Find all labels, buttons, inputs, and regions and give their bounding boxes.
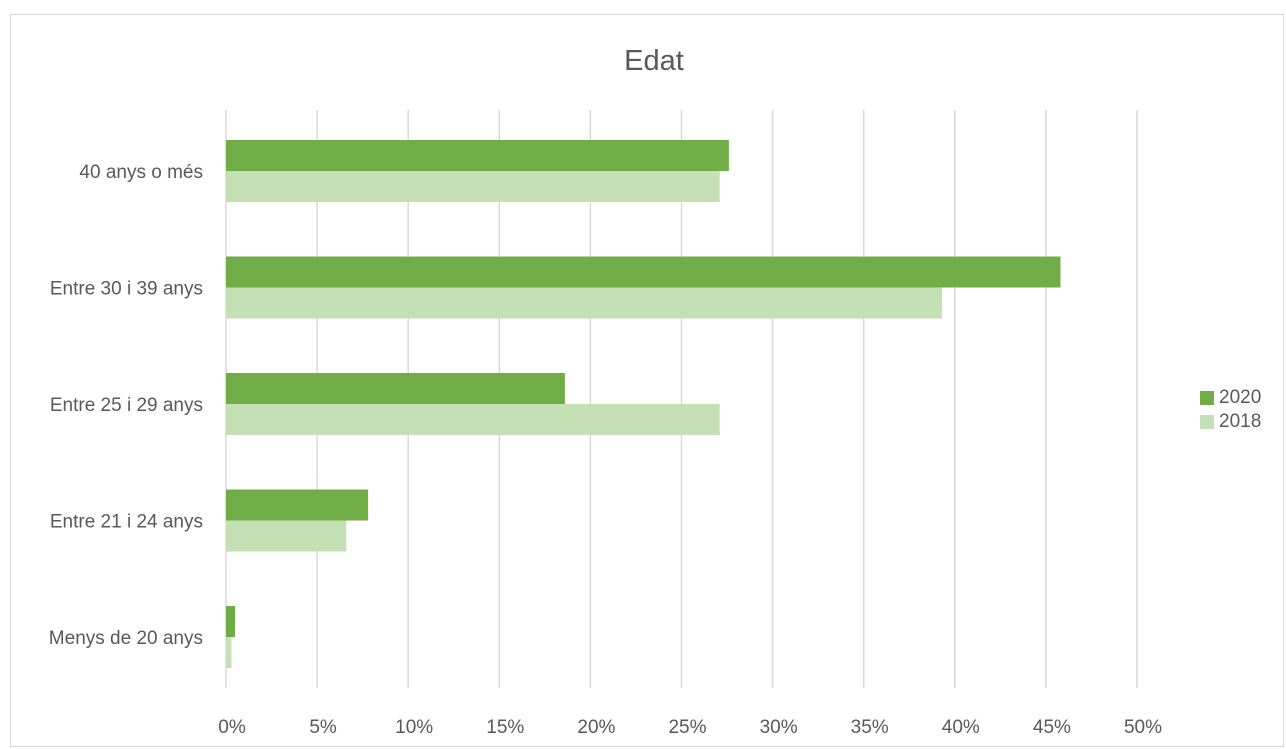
bar-2018 (226, 171, 720, 202)
chart-frame (10, 14, 1284, 747)
gridlines (225, 110, 1138, 688)
bar-2018 (226, 520, 347, 552)
x-tick-label: 30% (760, 717, 798, 738)
x-tick-label: 5% (309, 717, 337, 738)
x-axis-labels: 0% 5% 10% 15% 20% 25% 30% 35% 40% 45% 50% (218, 717, 1162, 738)
bar-2020 (226, 606, 236, 637)
legend-swatch-2020 (1200, 391, 1214, 405)
bar-2018 (226, 404, 720, 435)
legend: 2020 2018 (1200, 386, 1261, 434)
x-tick-label: 15% (486, 717, 524, 738)
bar-2018 (226, 637, 232, 668)
x-tick-label: 20% (577, 717, 615, 738)
x-tick-label: 40% (942, 717, 980, 738)
legend-label-2018: 2018 (1219, 411, 1262, 432)
y-tick-label: Menys de 20 anys (49, 628, 203, 649)
y-tick-label: Entre 30 i 39 anys (50, 279, 203, 300)
bar-2020 (226, 373, 565, 404)
bar-2020 (226, 256, 1061, 288)
y-tick-label: Entre 25 i 29 anys (50, 395, 203, 416)
x-tick-label: 25% (668, 717, 706, 738)
legend-item-2020: 2020 (1200, 386, 1261, 410)
bar-2020 (226, 489, 369, 521)
x-tick-label: 0% (218, 717, 246, 738)
y-tick-label: Entre 21 i 24 anys (50, 512, 203, 533)
legend-item-2018: 2018 (1200, 410, 1261, 434)
x-tick-label: 10% (395, 717, 433, 738)
x-tick-label: 35% (851, 717, 889, 738)
bars (226, 140, 1061, 668)
bar-2018 (226, 287, 943, 319)
y-tick-label: 40 anys o més (79, 162, 203, 183)
x-tick-label: 50% (1124, 717, 1162, 738)
bar-2020 (226, 140, 729, 171)
y-axis-labels: 40 anys o més Entre 30 i 39 anys Entre 25 … (49, 162, 203, 649)
legend-swatch-2018 (1200, 415, 1214, 429)
chart-title: Edat (624, 45, 684, 77)
legend-label-2020: 2020 (1219, 387, 1262, 408)
x-tick-label: 45% (1033, 717, 1071, 738)
